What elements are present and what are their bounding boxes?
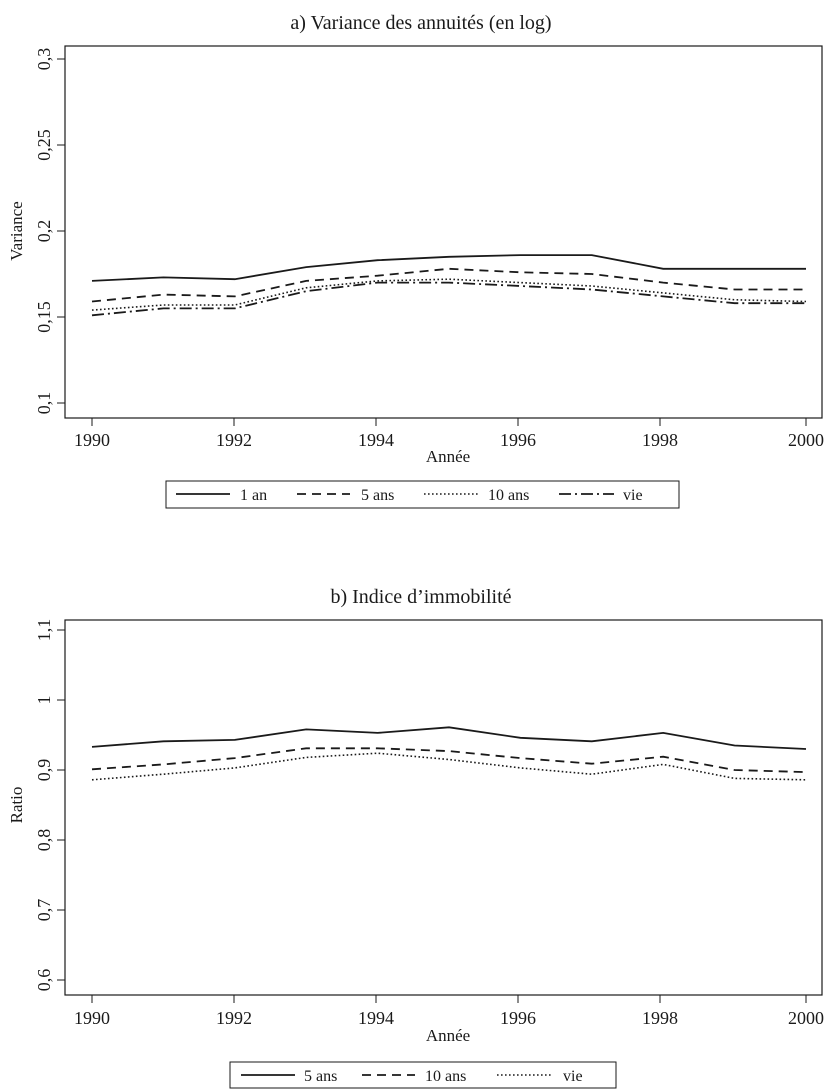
chart-a-xtick-label: 1994 <box>358 430 394 450</box>
chart-a-ylabel: Variance <box>7 201 26 260</box>
chart-b-y-axis: 0,6 0,7 0,8 0,9 1 1,1 Ratio <box>7 619 65 992</box>
chart-panel-b: b) Indice d’immobilité 0,6 0,7 0,8 0,9 1… <box>7 586 824 1089</box>
chart-a-ytick-label: 0,1 <box>34 392 54 415</box>
chart-b-xtick-label: 1994 <box>358 1008 394 1028</box>
chart-b-ytick-label: 1 <box>34 696 54 705</box>
chart-a-ytick-label: 0,3 <box>34 48 54 71</box>
chart-b-series-line-10-ans <box>91 747 807 773</box>
chart-a-series-line-5-ans <box>91 267 806 303</box>
chart-b-xtick-label: 1990 <box>74 1008 110 1028</box>
chart-a-title: a) Variance des annuités (en log) <box>290 12 551 34</box>
chart-b-xtick-label: 1992 <box>216 1008 252 1028</box>
chart-a-plot-frame <box>64 45 823 419</box>
chart-a-legend: 1 an 5 ans 10 ans vie <box>165 480 680 509</box>
chart-a-ytick-label: 0,15 <box>34 301 54 333</box>
chart-b-ytick-label: 0,8 <box>34 829 54 852</box>
chart-b-x-axis: 1990 1992 1994 1996 1998 2000 Année <box>74 995 824 1045</box>
chart-b-xtick-label: 1996 <box>500 1008 536 1028</box>
chart-a-legend-box <box>165 480 680 509</box>
chart-b-legend: 5 ans 10 ans vie <box>229 1061 617 1089</box>
chart-b-legend-label: vie <box>563 1068 583 1085</box>
chart-b-xlabel: Année <box>426 1026 470 1045</box>
chart-b-xtick-label: 1998 <box>642 1008 678 1028</box>
chart-a-series-group <box>91 254 807 317</box>
chart-a-y-axis: 0,1 0,15 0,2 0,25 0,3 Variance <box>7 48 65 415</box>
chart-b-ytick-label: 1,1 <box>34 619 54 642</box>
chart-a-legend-label: 10 ans <box>488 487 529 504</box>
chart-a-ytick-label: 0,25 <box>34 129 54 161</box>
chart-b-ylabel: Ratio <box>7 787 26 824</box>
chart-b-legend-label: 5 ans <box>304 1068 337 1085</box>
chart-a-xtick-label: 1998 <box>642 430 678 450</box>
chart-a-xtick-label: 1996 <box>500 430 536 450</box>
chart-b-title: b) Indice d’immobilité <box>330 586 511 608</box>
chart-b-plot-frame <box>64 619 823 996</box>
chart-a-legend-label: 1 an <box>240 487 267 504</box>
chart-a-xlabel: Année <box>426 447 470 466</box>
chart-a-legend-label: 5 ans <box>361 487 394 504</box>
chart-a-series-line-vie <box>91 281 806 317</box>
chart-b-ytick-label: 0,6 <box>34 969 54 992</box>
chart-a-xtick-label: 2000 <box>788 430 824 450</box>
chart-panel-a: a) Variance des annuités (en log) 0,1 0,… <box>7 12 824 509</box>
chart-b-series-line-5-ans <box>91 726 807 750</box>
chart-b-ytick-label: 0,9 <box>34 759 54 782</box>
chart-b-xtick-label: 2000 <box>788 1008 824 1028</box>
chart-a-ytick-label: 0,2 <box>34 220 54 243</box>
chart-b-legend-label: 10 ans <box>425 1068 466 1085</box>
chart-a-xtick-label: 1992 <box>216 430 252 450</box>
chart-b-series-group <box>91 726 807 781</box>
chart-a-series-line-1-an <box>91 254 806 282</box>
chart-b-ytick-label: 0,7 <box>34 899 54 922</box>
chart-a-legend-label: vie <box>623 487 643 504</box>
chart-a-x-axis: 1990 1992 1994 1996 1998 2000 Année <box>74 418 824 466</box>
chart-a-xtick-label: 1990 <box>74 430 110 450</box>
chart-b-series-line-vie <box>91 752 807 781</box>
